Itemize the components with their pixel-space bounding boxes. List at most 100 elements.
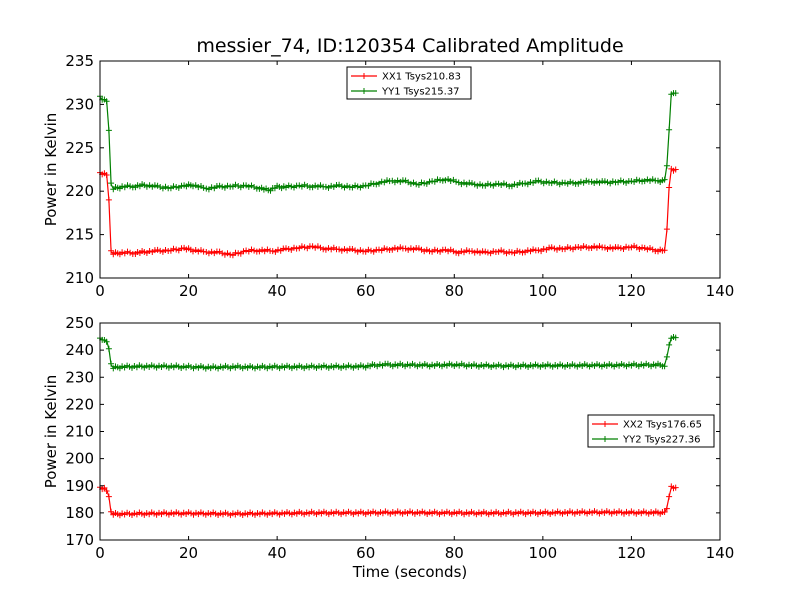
legend-label: XX2 Tsys176.65 bbox=[623, 420, 702, 431]
data-point-marker bbox=[344, 182, 351, 189]
data-point-marker bbox=[103, 98, 110, 105]
data-point-marker bbox=[623, 243, 630, 250]
data-point-marker bbox=[105, 127, 112, 134]
data-point-marker bbox=[593, 178, 600, 185]
y-tick-label: 230 bbox=[65, 368, 94, 386]
data-point-marker bbox=[439, 177, 446, 184]
data-point-marker bbox=[269, 248, 276, 255]
data-point-marker bbox=[141, 249, 148, 255]
data-point-marker bbox=[328, 182, 335, 189]
data-point-marker bbox=[543, 178, 550, 185]
data-point-marker bbox=[661, 247, 668, 254]
x-tick-label: 20 bbox=[179, 282, 198, 300]
data-point-marker bbox=[154, 246, 161, 253]
chart-title: messier_74, ID:120354 Calibrated Amplitu… bbox=[196, 35, 623, 57]
data-point-marker bbox=[453, 178, 460, 185]
data-point-marker bbox=[570, 179, 576, 186]
data-point-marker bbox=[511, 181, 518, 188]
data-point-marker bbox=[301, 181, 308, 188]
data-point-marker bbox=[368, 247, 374, 254]
data-point-marker bbox=[615, 244, 622, 251]
y-axis-label: Power in Kelvin bbox=[42, 113, 60, 227]
data-point-marker bbox=[661, 509, 668, 515]
data-point-marker bbox=[644, 176, 651, 183]
data-point-marker bbox=[208, 184, 215, 191]
data-point-marker bbox=[471, 249, 478, 256]
data-point-marker bbox=[663, 505, 670, 512]
data-point-marker bbox=[283, 245, 289, 252]
x-tick-label: 100 bbox=[529, 544, 558, 562]
x-tick-label: 80 bbox=[445, 282, 464, 300]
data-point-marker bbox=[604, 179, 611, 186]
data-point-marker bbox=[146, 248, 153, 254]
y-tick-label: 230 bbox=[65, 95, 94, 113]
data-point-marker bbox=[471, 181, 478, 188]
x-axis-label: Time (seconds) bbox=[352, 563, 468, 581]
data-point-marker bbox=[524, 247, 531, 254]
series-2 bbox=[97, 90, 679, 194]
data-point-marker bbox=[397, 244, 404, 251]
data-point-marker bbox=[514, 247, 521, 254]
data-point-marker bbox=[437, 177, 444, 184]
data-point-marker bbox=[173, 184, 180, 190]
legend-marker bbox=[361, 88, 367, 94]
data-point-marker bbox=[434, 176, 441, 183]
data-point-marker bbox=[617, 177, 624, 184]
data-point-marker bbox=[354, 183, 361, 190]
data-point-marker bbox=[190, 248, 196, 255]
data-point-marker bbox=[190, 183, 196, 190]
data-point-marker bbox=[108, 360, 115, 367]
legend-box bbox=[346, 66, 472, 100]
data-point-marker bbox=[336, 181, 343, 188]
data-point-marker bbox=[672, 484, 679, 491]
data-point-marker bbox=[208, 248, 215, 255]
y-tick-label: 240 bbox=[65, 341, 94, 359]
data-point-marker bbox=[259, 246, 266, 253]
data-point-marker bbox=[596, 243, 603, 250]
data-point-marker bbox=[538, 178, 545, 185]
data-point-marker bbox=[317, 182, 324, 189]
x-tick-label: 40 bbox=[268, 282, 287, 300]
x-tick-label: 60 bbox=[356, 282, 375, 300]
data-point-marker bbox=[251, 247, 258, 254]
data-point-marker bbox=[285, 182, 292, 189]
data-point-marker bbox=[232, 181, 239, 188]
data-point-marker bbox=[601, 244, 608, 251]
data-point-marker bbox=[666, 493, 673, 500]
data-point-marker bbox=[108, 180, 115, 187]
x-tick-label: 20 bbox=[179, 544, 198, 562]
data-point-marker bbox=[105, 493, 112, 500]
data-point-marker bbox=[487, 181, 494, 188]
data-point-marker bbox=[591, 243, 598, 250]
data-point-marker bbox=[384, 177, 390, 184]
data-point-marker bbox=[477, 181, 483, 188]
data-point-marker bbox=[508, 249, 515, 256]
data-point-marker bbox=[296, 182, 303, 189]
data-point-marker bbox=[447, 178, 454, 184]
data-point-marker bbox=[663, 226, 670, 233]
data-point-marker bbox=[312, 182, 319, 189]
data-point-marker bbox=[530, 246, 537, 253]
data-point-marker bbox=[407, 245, 414, 252]
data-point-marker bbox=[628, 178, 635, 185]
data-point-marker bbox=[381, 245, 388, 252]
data-point-marker bbox=[484, 249, 491, 256]
data-point-marker bbox=[203, 185, 210, 192]
data-point-marker bbox=[365, 246, 372, 253]
data-point-marker bbox=[527, 179, 534, 186]
bottom-panel: 0 20 40 60 80 100 120 140 170 180 190 200 210 220 230 2… bbox=[42, 314, 734, 562]
legend-label: XX1 Tsys210.83 bbox=[382, 72, 461, 83]
y-tick-label: 220 bbox=[65, 395, 94, 413]
data-point-marker bbox=[124, 182, 131, 189]
data-point-marker bbox=[330, 244, 337, 251]
data-point-marker bbox=[500, 180, 507, 187]
data-point-marker bbox=[119, 249, 126, 256]
data-point-marker bbox=[418, 179, 425, 186]
data-point-marker bbox=[203, 249, 210, 255]
data-point-marker bbox=[288, 183, 295, 190]
data-point-marker bbox=[666, 341, 673, 348]
data-point-marker bbox=[336, 246, 343, 253]
x-tick-label: 140 bbox=[706, 544, 735, 562]
data-point-marker bbox=[554, 179, 560, 186]
